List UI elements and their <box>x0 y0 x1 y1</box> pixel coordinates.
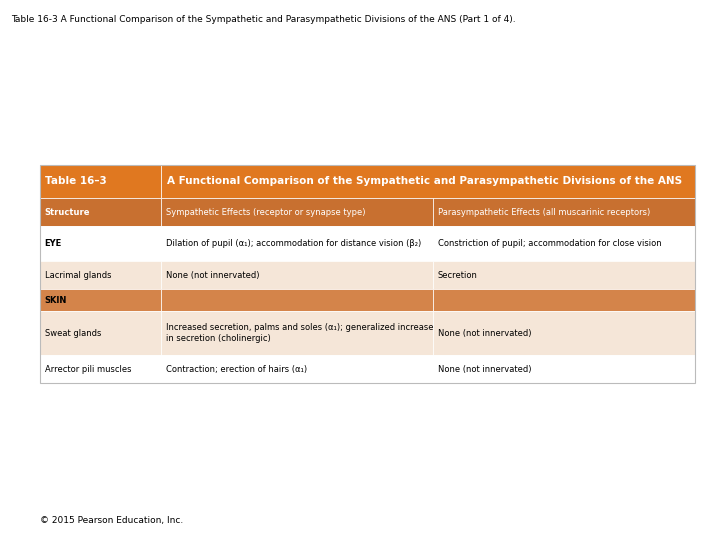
Text: SKIN: SKIN <box>45 296 67 305</box>
Text: Lacrimal glands: Lacrimal glands <box>45 271 111 280</box>
Text: Sympathetic Effects (receptor or synapse type): Sympathetic Effects (receptor or synapse… <box>166 208 365 217</box>
Text: None (not innervated): None (not innervated) <box>438 329 531 338</box>
Text: A Functional Comparison of the Sympathetic and Parasympathetic Divisions of the : A Functional Comparison of the Sympathet… <box>166 177 682 186</box>
Text: Table 16-3 A Functional Comparison of the Sympathetic and Parasympathetic Divisi: Table 16-3 A Functional Comparison of th… <box>11 15 516 24</box>
Text: Contraction; erection of hairs (α₁): Contraction; erection of hairs (α₁) <box>166 365 307 374</box>
Text: Table 16–3: Table 16–3 <box>45 177 107 186</box>
Text: None (not innervated): None (not innervated) <box>438 365 531 374</box>
Text: EYE: EYE <box>45 239 62 248</box>
Text: © 2015 Pearson Education, Inc.: © 2015 Pearson Education, Inc. <box>40 516 183 525</box>
Text: Secretion: Secretion <box>438 271 477 280</box>
Text: Sweat glands: Sweat glands <box>45 329 101 338</box>
Text: Parasympathetic Effects (all muscarinic receptors): Parasympathetic Effects (all muscarinic … <box>438 208 650 217</box>
Text: Arrector pili muscles: Arrector pili muscles <box>45 365 131 374</box>
Text: Dilation of pupil (α₁); accommodation for distance vision (β₂): Dilation of pupil (α₁); accommodation fo… <box>166 239 421 248</box>
Text: None (not innervated): None (not innervated) <box>166 271 259 280</box>
Text: Constriction of pupil; accommodation for close vision: Constriction of pupil; accommodation for… <box>438 239 662 248</box>
Text: Increased secretion, palms and soles (α₁); generalized increase
in secretion (ch: Increased secretion, palms and soles (α₁… <box>166 323 433 343</box>
Text: Structure: Structure <box>45 208 90 217</box>
